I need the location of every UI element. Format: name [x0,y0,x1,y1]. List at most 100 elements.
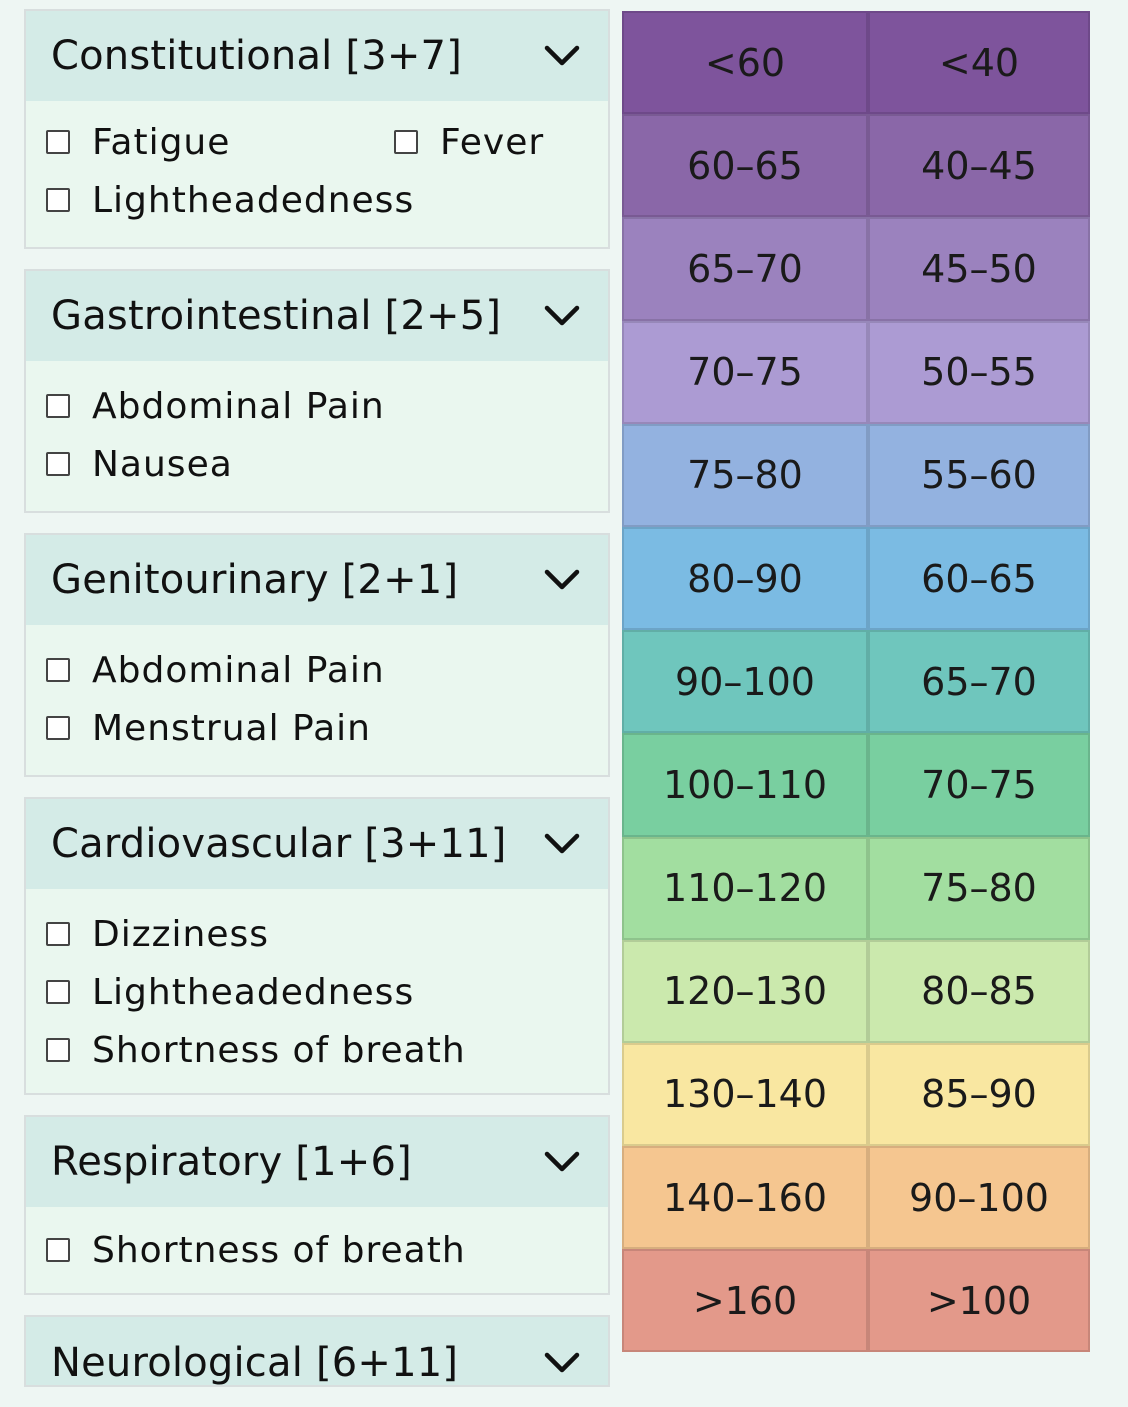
panel-header-cardiovascular[interactable]: Cardiovascular [3+11] [26,799,608,889]
panel-body: Shortness of breath [26,1207,608,1293]
scale-cell-diastolic: >100 [868,1249,1090,1353]
checkbox-icon[interactable] [46,658,70,682]
panel-header-neurological[interactable]: Neurological [6+11] [26,1317,608,1385]
panel-body: Abdominal Pain Menstrual Pain [26,625,608,775]
color-scale-table: <60 <40 60–65 40–45 65–70 45–50 70–75 50… [622,11,1090,1353]
symptom-label: Lightheadedness [92,179,415,221]
scale-cell-systolic: 110–120 [622,836,868,940]
symptom-option-dizziness[interactable]: Dizziness [46,905,608,963]
scale-row: <60 <40 [622,11,1090,115]
scale-cell-systolic: 80–90 [622,526,868,631]
panel-neurological: Neurological [6+11] [24,1315,610,1387]
scale-cell-systolic: 100–110 [622,733,868,837]
scale-row: 90–100 65–70 [622,630,1090,734]
scale-cell-diastolic: 75–80 [868,836,1090,940]
symptom-option-fever[interactable]: Fever [394,113,544,171]
symptom-option-lightheadedness[interactable]: Lightheadedness [46,963,608,1021]
scale-row: 80–90 60–65 [622,526,1090,631]
scale-cell-systolic: 90–100 [622,630,868,734]
scale-row: 65–70 45–50 [622,217,1090,321]
scale-cell-diastolic: 60–65 [868,526,1090,631]
scale-row: 75–80 55–60 [622,423,1090,527]
symptom-label: Shortness of breath [92,1029,466,1071]
symptom-panels: Constitutional [3+7] Fatigue Fever Light… [24,9,610,1407]
panel-title: Cardiovascular [3+11] [51,821,507,867]
chevron-down-icon[interactable] [542,824,582,864]
panel-cardiovascular: Cardiovascular [3+11] Dizziness Lighthea… [24,797,610,1095]
symptom-label: Dizziness [92,913,269,955]
scale-cell-diastolic: <40 [868,11,1090,115]
panel-title: Respiratory [1+6] [51,1139,412,1185]
checkbox-icon[interactable] [46,1038,70,1062]
chevron-down-icon[interactable] [542,296,582,336]
scale-row: 100–110 70–75 [622,733,1090,837]
scale-cell-diastolic: 85–90 [868,1042,1090,1147]
chevron-down-icon[interactable] [542,1341,582,1385]
checkbox-icon[interactable] [46,922,70,946]
panel-body: Fatigue Fever Lightheadedness [26,101,608,247]
scale-row: 110–120 75–80 [622,836,1090,940]
panel-respiratory: Respiratory [1+6] Shortness of breath [24,1115,610,1295]
panel-header-genitourinary[interactable]: Genitourinary [2+1] [26,535,608,625]
scale-cell-systolic: 75–80 [622,423,868,527]
symptom-label: Abdominal Pain [92,385,385,427]
scale-cell-systolic: 130–140 [622,1042,868,1147]
panel-header-respiratory[interactable]: Respiratory [1+6] [26,1117,608,1207]
symptom-option-shortness-of-breath[interactable]: Shortness of breath [46,1021,608,1079]
panel-title: Neurological [6+11] [51,1340,459,1386]
panel-header-gastrointestinal[interactable]: Gastrointestinal [2+5] [26,271,608,361]
panel-body: Dizziness Lightheadedness Shortness of b… [26,889,608,1093]
symptom-label: Menstrual Pain [92,707,371,749]
symptom-option-abdominal-pain[interactable]: Abdominal Pain [46,377,608,435]
checkbox-icon[interactable] [46,1238,70,1262]
checkbox-icon[interactable] [46,716,70,740]
checkbox-icon[interactable] [46,130,70,154]
symptom-label: Shortness of breath [92,1229,466,1271]
scale-cell-systolic: <60 [622,11,868,115]
scale-row: >160 >100 [622,1249,1090,1353]
scale-row: 120–130 80–85 [622,939,1090,1043]
scale-row: 60–65 40–45 [622,114,1090,218]
scale-cell-diastolic: 80–85 [868,939,1090,1043]
panel-title: Constitutional [3+7] [51,33,463,79]
scale-cell-diastolic: 55–60 [868,423,1090,527]
scale-row: 140–160 90–100 [622,1146,1090,1250]
panel-body: Abdominal Pain Nausea [26,361,608,511]
checkbox-icon[interactable] [46,452,70,476]
chevron-down-icon[interactable] [542,560,582,600]
symptom-option-nausea[interactable]: Nausea [46,435,608,493]
scale-cell-diastolic: 40–45 [868,114,1090,218]
symptom-option-menstrual-pain[interactable]: Menstrual Pain [46,699,608,757]
symptom-label: Abdominal Pain [92,649,385,691]
symptom-option-fatigue[interactable]: Fatigue [46,113,394,171]
scale-cell-diastolic: 70–75 [868,733,1090,837]
panel-genitourinary: Genitourinary [2+1] Abdominal Pain Menst… [24,533,610,777]
symptom-option-abdominal-pain[interactable]: Abdominal Pain [46,641,608,699]
symptom-label: Fatigue [92,121,231,163]
scale-cell-systolic: 60–65 [622,114,868,218]
scale-cell-systolic: >160 [622,1249,868,1353]
scale-cell-systolic: 120–130 [622,939,868,1043]
panel-header-constitutional[interactable]: Constitutional [3+7] [26,11,608,101]
scale-cell-diastolic: 50–55 [868,320,1090,424]
symptom-label: Nausea [92,443,233,485]
scale-cell-systolic: 70–75 [622,320,868,424]
panel-title: Gastrointestinal [2+5] [51,293,502,339]
checkbox-icon[interactable] [394,130,418,154]
scale-cell-diastolic: 45–50 [868,217,1090,321]
symptom-label: Fever [440,121,545,163]
checkbox-icon[interactable] [46,980,70,1004]
checkbox-icon[interactable] [46,188,70,212]
scale-cell-systolic: 140–160 [622,1146,868,1250]
checkbox-icon[interactable] [46,394,70,418]
panel-constitutional: Constitutional [3+7] Fatigue Fever Light… [24,9,610,249]
chevron-down-icon[interactable] [542,36,582,76]
symptom-option-lightheadedness[interactable]: Lightheadedness [46,171,608,229]
scale-row: 130–140 85–90 [622,1042,1090,1147]
panel-title: Genitourinary [2+1] [51,557,459,603]
panel-gastrointestinal: Gastrointestinal [2+5] Abdominal Pain Na… [24,269,610,513]
chevron-down-icon[interactable] [542,1142,582,1182]
scale-cell-diastolic: 65–70 [868,630,1090,734]
symptom-option-shortness-of-breath[interactable]: Shortness of breath [46,1221,608,1279]
scale-row: 70–75 50–55 [622,320,1090,424]
